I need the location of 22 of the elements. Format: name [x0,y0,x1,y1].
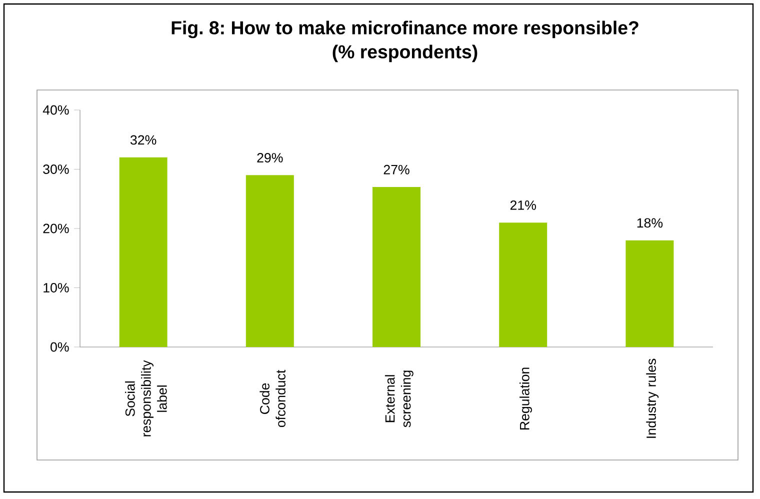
x-tick-label: Regulation [520,368,532,430]
data-label: 27% [384,164,410,174]
y-tick-label: 0% [50,342,69,352]
bar [626,240,674,347]
x-tick-label: Social responsibility label [125,360,167,436]
data-label: 18% [637,218,663,228]
chart-title: Fig. 8: How to make microfinance more responsible? [172,20,638,38]
y-tick-label: 10% [44,283,69,292]
y-tick-label: 30% [43,164,69,174]
y-tick-label: 20% [43,224,69,234]
data-label: 29% [257,153,283,162]
data-label: 32% [130,135,156,145]
bar [499,222,548,347]
bar [119,157,168,347]
bar [246,175,294,347]
x-tick-label: Code ofconduct [260,370,286,428]
data-label: 21% [510,200,536,210]
x-tick-label: External screening [384,370,414,428]
y-tick-label: 40% [42,105,69,115]
chart-subtitle: (% respondents) [332,44,478,62]
x-tick-label: Industry rules [646,358,659,438]
bar [372,187,421,347]
